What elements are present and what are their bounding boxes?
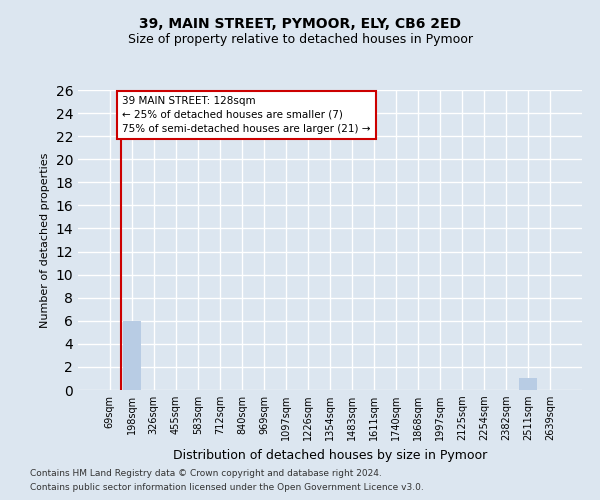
Text: 39, MAIN STREET, PYMOOR, ELY, CB6 2ED: 39, MAIN STREET, PYMOOR, ELY, CB6 2ED bbox=[139, 18, 461, 32]
Text: Contains public sector information licensed under the Open Government Licence v3: Contains public sector information licen… bbox=[30, 484, 424, 492]
X-axis label: Distribution of detached houses by size in Pymoor: Distribution of detached houses by size … bbox=[173, 449, 487, 462]
Text: 39 MAIN STREET: 128sqm
← 25% of detached houses are smaller (7)
75% of semi-deta: 39 MAIN STREET: 128sqm ← 25% of detached… bbox=[122, 96, 370, 134]
Text: Contains HM Land Registry data © Crown copyright and database right 2024.: Contains HM Land Registry data © Crown c… bbox=[30, 468, 382, 477]
Text: Size of property relative to detached houses in Pymoor: Size of property relative to detached ho… bbox=[128, 32, 473, 46]
Bar bbox=[520, 378, 537, 390]
Y-axis label: Number of detached properties: Number of detached properties bbox=[40, 152, 50, 328]
Bar bbox=[123, 321, 140, 390]
